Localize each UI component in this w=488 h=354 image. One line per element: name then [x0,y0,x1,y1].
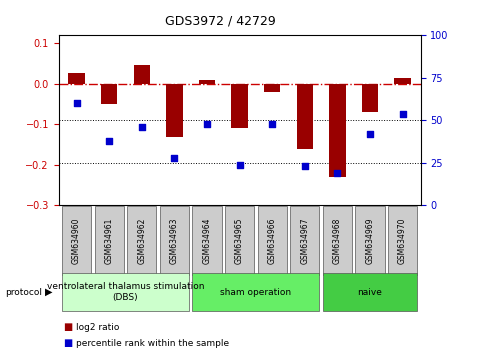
Text: sham operation: sham operation [220,287,291,297]
Text: naive: naive [357,287,382,297]
Bar [133,64,150,84]
Bar [127,206,156,275]
Bar [101,84,117,104]
Text: ventrolateral thalamus stimulation
(DBS): ventrolateral thalamus stimulation (DBS) [47,282,204,302]
Bar [296,84,312,149]
Bar [394,78,410,84]
Text: GSM634967: GSM634967 [300,217,309,264]
Bar [166,84,182,137]
Point [138,124,145,130]
Point [398,111,406,116]
Bar [62,206,91,275]
Bar [94,206,123,275]
Bar [328,84,345,177]
Text: GSM634968: GSM634968 [332,217,341,264]
Bar [62,273,189,311]
Bar [264,84,280,92]
Bar [257,206,286,275]
Bar [231,84,247,129]
Bar [322,206,351,275]
Text: GSM634963: GSM634963 [169,217,179,264]
Point [366,131,373,137]
Text: GSM634969: GSM634969 [365,217,374,264]
Text: GSM634961: GSM634961 [104,217,114,264]
Point [268,121,276,127]
Point [105,138,113,144]
Bar [361,84,377,112]
Point [73,101,81,106]
Text: ■: ■ [63,338,73,348]
Point [235,162,243,167]
Point [170,155,178,161]
Text: GSM634966: GSM634966 [267,217,276,264]
Point [203,121,210,127]
Bar [322,273,416,311]
Text: GSM634965: GSM634965 [235,217,244,264]
Text: GSM634962: GSM634962 [137,217,146,264]
Text: GSM634964: GSM634964 [202,217,211,264]
Bar [355,206,384,275]
Text: log2 ratio: log2 ratio [76,323,119,332]
Bar [199,80,215,84]
Text: GSM634970: GSM634970 [397,217,407,264]
Text: GSM634960: GSM634960 [72,217,81,264]
Text: protocol: protocol [5,287,42,297]
Bar [224,206,254,275]
Bar [387,206,416,275]
Bar [160,206,189,275]
Text: percentile rank within the sample: percentile rank within the sample [76,339,228,348]
Text: ■: ■ [63,322,73,332]
Bar [289,206,319,275]
Bar [68,73,84,84]
Bar [192,206,221,275]
Point [333,170,341,176]
Point [300,164,308,169]
Text: ▶: ▶ [45,287,53,297]
Text: GDS3972 / 42729: GDS3972 / 42729 [164,14,275,27]
Bar [192,273,319,311]
